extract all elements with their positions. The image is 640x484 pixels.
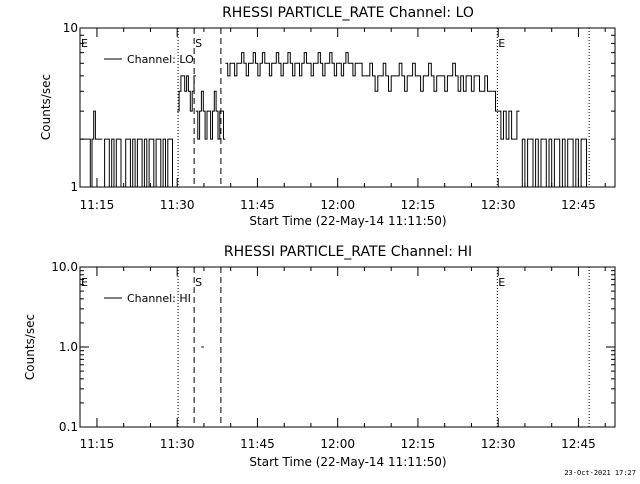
footer-timestamp: 23-Oct-2021 17:27 bbox=[564, 469, 636, 477]
x-tick-label: 12:30 bbox=[481, 198, 516, 212]
series-line-segment bbox=[364, 62, 493, 92]
time-marker-label: E bbox=[81, 37, 88, 50]
panel-title: RHESSI PARTICLE_RATE Channel: HI bbox=[224, 244, 472, 260]
y-ticks: 1 10 bbox=[63, 21, 615, 194]
time-marker-label: S bbox=[195, 276, 202, 289]
panel-title: RHESSI PARTICLE_RATE Channel: LO bbox=[222, 5, 474, 21]
time-marker-label: S bbox=[195, 37, 202, 50]
series-line-segment bbox=[225, 52, 365, 77]
legend-label: Channel: LO bbox=[127, 53, 194, 66]
x-tick-label: 11:45 bbox=[240, 198, 275, 212]
x-axis-label: Start Time (22-May-14 11:11:50) bbox=[249, 455, 446, 469]
x-tick-label: 12:45 bbox=[561, 198, 596, 212]
legend-label: Channel: HI bbox=[127, 292, 191, 305]
series-line-segment bbox=[195, 90, 226, 140]
series-line-segment bbox=[492, 90, 520, 140]
time-marker-label: E bbox=[81, 276, 88, 289]
y-tick-label: 1 bbox=[70, 180, 78, 194]
x-ticks: 11:15 11:30 11:45 12:00 12:15 12:30 12:45 bbox=[80, 267, 606, 451]
y-axis-label: Counts/sec bbox=[23, 314, 37, 380]
series-line-segment bbox=[519, 138, 590, 188]
x-tick-label: 11:30 bbox=[160, 437, 195, 451]
x-axis-label: Start Time (22-May-14 11:11:50) bbox=[249, 214, 446, 228]
panel-channel-hi: RHESSI PARTICLE_RATE Channel: HI Counts/… bbox=[23, 244, 616, 469]
x-tick-label: 11:15 bbox=[80, 437, 115, 451]
legend: Channel: HI bbox=[104, 292, 191, 305]
y-tick-label: 0.1 bbox=[59, 420, 78, 434]
time-marker-label: E bbox=[498, 276, 505, 289]
x-tick-label: 11:30 bbox=[160, 198, 195, 212]
x-tick-label: 12:15 bbox=[401, 198, 436, 212]
series-line-segment bbox=[102, 138, 178, 188]
x-tick-label: 11:15 bbox=[80, 198, 115, 212]
panel-channel-lo: RHESSI PARTICLE_RATE Channel: LO Counts/… bbox=[39, 5, 616, 228]
x-ticks: 11:15 11:30 11:45 12:00 12:15 12:30 12:45 bbox=[80, 28, 606, 212]
series-line-segment bbox=[80, 110, 103, 188]
y-tick-label: 10.0 bbox=[51, 260, 78, 274]
series-group bbox=[80, 52, 590, 188]
time-marker-label: E bbox=[498, 37, 505, 50]
plot-frame bbox=[79, 27, 616, 188]
y-axis-label: Counts/sec bbox=[39, 74, 53, 140]
y-tick-label: 1.0 bbox=[59, 340, 78, 354]
y-tick-label: 10 bbox=[63, 21, 78, 35]
legend: Channel: LO bbox=[104, 53, 194, 66]
series-line-segment bbox=[177, 75, 196, 112]
x-tick-label: 12:15 bbox=[401, 437, 436, 451]
x-tick-label: 11:45 bbox=[240, 437, 275, 451]
x-tick-label: 12:00 bbox=[320, 437, 355, 451]
x-tick-label: 12:30 bbox=[481, 437, 516, 451]
x-tick-label: 12:45 bbox=[561, 437, 596, 451]
x-tick-label: 12:00 bbox=[320, 198, 355, 212]
y-ticks: 0.1 1.0 10.0 bbox=[51, 260, 615, 434]
